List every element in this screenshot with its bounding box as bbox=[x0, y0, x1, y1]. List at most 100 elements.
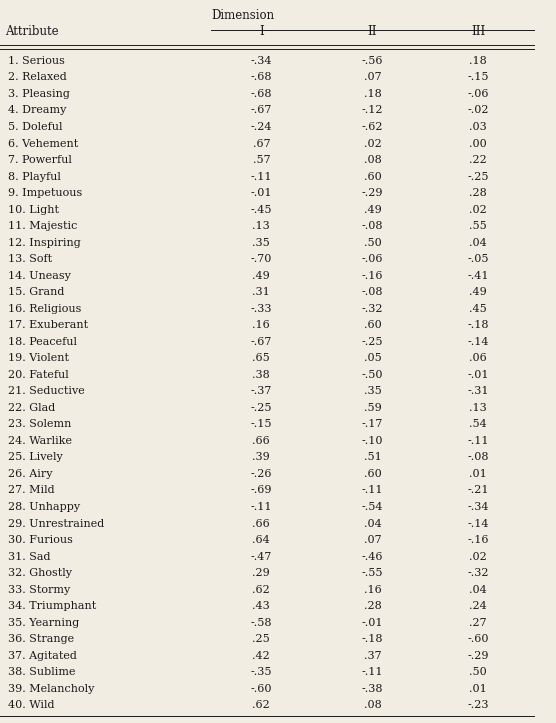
Text: -.26: -.26 bbox=[251, 469, 272, 479]
Text: 33. Stormy: 33. Stormy bbox=[8, 585, 71, 594]
Text: 15. Grand: 15. Grand bbox=[8, 287, 64, 297]
Text: -.29: -.29 bbox=[362, 188, 383, 198]
Text: -.47: -.47 bbox=[251, 552, 272, 562]
Text: 38. Sublime: 38. Sublime bbox=[8, 667, 76, 677]
Text: 39. Melancholy: 39. Melancholy bbox=[8, 684, 95, 693]
Text: -.33: -.33 bbox=[251, 304, 272, 314]
Text: -.05: -.05 bbox=[468, 254, 489, 264]
Text: .03: .03 bbox=[469, 122, 487, 132]
Text: .18: .18 bbox=[469, 56, 487, 66]
Text: .37: .37 bbox=[364, 651, 381, 661]
Text: .27: .27 bbox=[469, 617, 487, 628]
Text: -.34: -.34 bbox=[468, 502, 489, 512]
Text: -.15: -.15 bbox=[468, 72, 489, 82]
Text: 25. Lively: 25. Lively bbox=[8, 453, 63, 463]
Text: .16: .16 bbox=[364, 585, 381, 594]
Text: -.25: -.25 bbox=[362, 337, 383, 347]
Text: -.60: -.60 bbox=[468, 634, 489, 644]
Text: .07: .07 bbox=[364, 72, 381, 82]
Text: .49: .49 bbox=[469, 287, 487, 297]
Text: .39: .39 bbox=[252, 453, 270, 463]
Text: .22: .22 bbox=[469, 155, 487, 165]
Text: -.12: -.12 bbox=[362, 106, 383, 116]
Text: .01: .01 bbox=[469, 684, 487, 693]
Text: 22. Glad: 22. Glad bbox=[8, 403, 56, 413]
Text: III: III bbox=[471, 25, 485, 38]
Text: 28. Unhappy: 28. Unhappy bbox=[8, 502, 81, 512]
Text: -.08: -.08 bbox=[362, 287, 383, 297]
Text: -.08: -.08 bbox=[468, 453, 489, 463]
Text: .28: .28 bbox=[469, 188, 487, 198]
Text: -.38: -.38 bbox=[362, 684, 383, 693]
Text: -.14: -.14 bbox=[468, 518, 489, 529]
Text: -.32: -.32 bbox=[362, 304, 383, 314]
Text: -.11: -.11 bbox=[251, 171, 272, 181]
Text: .18: .18 bbox=[364, 89, 381, 99]
Text: 18. Peaceful: 18. Peaceful bbox=[8, 337, 77, 347]
Text: .66: .66 bbox=[252, 518, 270, 529]
Text: -.17: -.17 bbox=[362, 419, 383, 429]
Text: I: I bbox=[259, 25, 264, 38]
Text: 23. Solemn: 23. Solemn bbox=[8, 419, 72, 429]
Text: .42: .42 bbox=[252, 651, 270, 661]
Text: -.01: -.01 bbox=[362, 617, 383, 628]
Text: -.55: -.55 bbox=[362, 568, 383, 578]
Text: -.37: -.37 bbox=[251, 386, 272, 396]
Text: 27. Mild: 27. Mild bbox=[8, 485, 55, 495]
Text: -.70: -.70 bbox=[251, 254, 272, 264]
Text: .49: .49 bbox=[252, 270, 270, 281]
Text: .04: .04 bbox=[469, 238, 487, 248]
Text: II: II bbox=[368, 25, 378, 38]
Text: .07: .07 bbox=[364, 535, 381, 545]
Text: -.10: -.10 bbox=[362, 436, 383, 446]
Text: 4. Dreamy: 4. Dreamy bbox=[8, 106, 67, 116]
Text: -.24: -.24 bbox=[251, 122, 272, 132]
Text: -.01: -.01 bbox=[468, 370, 489, 380]
Text: -.11: -.11 bbox=[468, 436, 489, 446]
Text: .00: .00 bbox=[469, 139, 487, 148]
Text: -.34: -.34 bbox=[251, 56, 272, 66]
Text: .38: .38 bbox=[252, 370, 270, 380]
Text: -.45: -.45 bbox=[251, 205, 272, 215]
Text: 24. Warlike: 24. Warlike bbox=[8, 436, 72, 446]
Text: 5. Doleful: 5. Doleful bbox=[8, 122, 63, 132]
Text: -.25: -.25 bbox=[468, 171, 489, 181]
Text: -.23: -.23 bbox=[468, 701, 489, 710]
Text: -.06: -.06 bbox=[468, 89, 489, 99]
Text: -.18: -.18 bbox=[468, 320, 489, 330]
Text: 40. Wild: 40. Wild bbox=[8, 701, 55, 710]
Text: -.02: -.02 bbox=[468, 106, 489, 116]
Text: .06: .06 bbox=[469, 354, 487, 363]
Text: -.11: -.11 bbox=[251, 502, 272, 512]
Text: .66: .66 bbox=[252, 436, 270, 446]
Text: .60: .60 bbox=[364, 171, 381, 181]
Text: 31. Sad: 31. Sad bbox=[8, 552, 51, 562]
Text: 7. Powerful: 7. Powerful bbox=[8, 155, 72, 165]
Text: .64: .64 bbox=[252, 535, 270, 545]
Text: 34. Triumphant: 34. Triumphant bbox=[8, 601, 97, 611]
Text: .35: .35 bbox=[252, 238, 270, 248]
Text: -.14: -.14 bbox=[468, 337, 489, 347]
Text: .28: .28 bbox=[364, 601, 381, 611]
Text: .24: .24 bbox=[469, 601, 487, 611]
Text: -.11: -.11 bbox=[362, 667, 383, 677]
Text: Dimension: Dimension bbox=[211, 9, 275, 22]
Text: .54: .54 bbox=[469, 419, 487, 429]
Text: -.31: -.31 bbox=[468, 386, 489, 396]
Text: .50: .50 bbox=[469, 667, 487, 677]
Text: .04: .04 bbox=[364, 518, 381, 529]
Text: -.60: -.60 bbox=[251, 684, 272, 693]
Text: 12. Inspiring: 12. Inspiring bbox=[8, 238, 81, 248]
Text: -.56: -.56 bbox=[362, 56, 383, 66]
Text: .50: .50 bbox=[364, 238, 381, 248]
Text: -.58: -.58 bbox=[251, 617, 272, 628]
Text: .49: .49 bbox=[364, 205, 381, 215]
Text: 35. Yearning: 35. Yearning bbox=[8, 617, 80, 628]
Text: .04: .04 bbox=[469, 585, 487, 594]
Text: 17. Exuberant: 17. Exuberant bbox=[8, 320, 88, 330]
Text: -.68: -.68 bbox=[251, 89, 272, 99]
Text: -.01: -.01 bbox=[251, 188, 272, 198]
Text: 16. Religious: 16. Religious bbox=[8, 304, 82, 314]
Text: .25: .25 bbox=[252, 634, 270, 644]
Text: .62: .62 bbox=[252, 585, 270, 594]
